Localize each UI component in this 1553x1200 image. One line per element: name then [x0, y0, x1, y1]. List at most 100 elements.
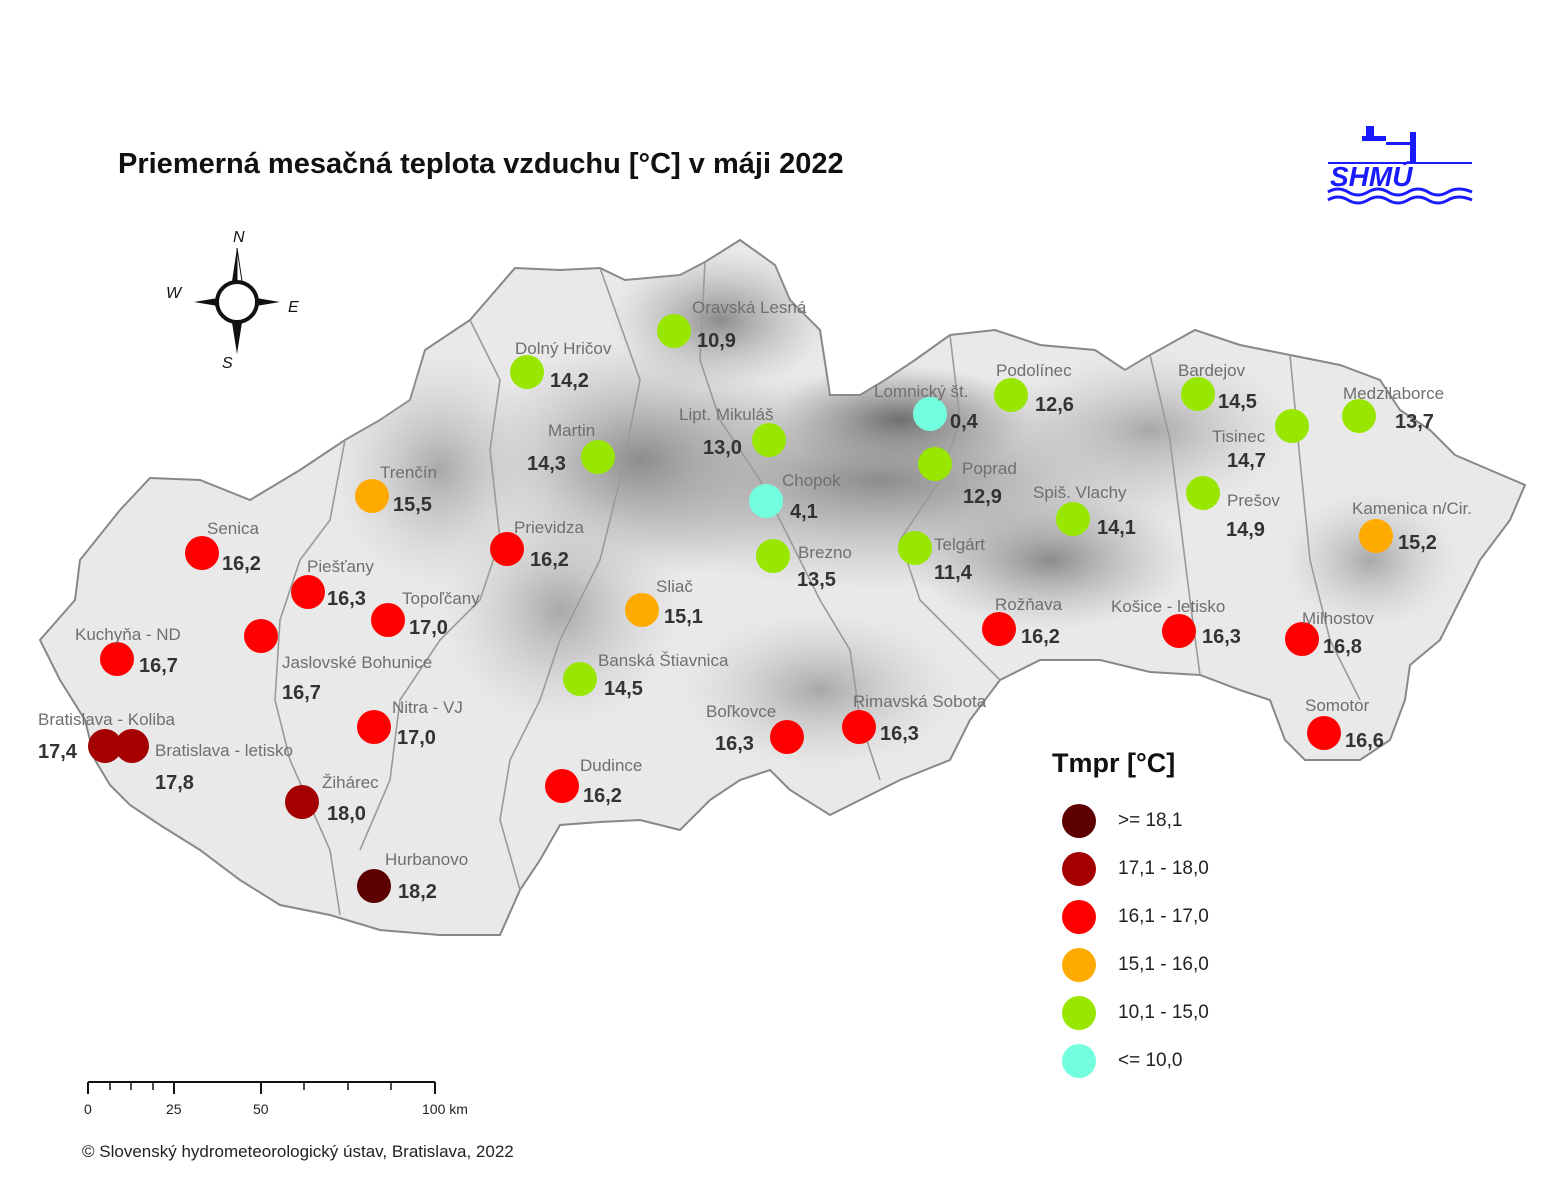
legend-label: >= 18,1 [1118, 810, 1183, 831]
station-marker [982, 612, 1016, 646]
station-28: Bratislava - Koliba 17,4 [38, 710, 176, 763]
legend-row: 15,1 - 16,0 [1052, 941, 1209, 989]
stations-layer: Oravská Lesná 10,9 Dolný Hričov 14,2 Martin 1… [38, 298, 1472, 903]
station-marker [1056, 502, 1090, 536]
station-value: 14,5 [604, 678, 643, 700]
station-marker [1342, 399, 1376, 433]
station-value: 17,0 [397, 727, 436, 749]
station-value: 12,6 [1035, 394, 1074, 416]
station-name: Podolínec [996, 361, 1072, 380]
station-22: Rožňava 16,2 [982, 595, 1063, 648]
legend-row: 10,1 - 15,0 [1052, 989, 1209, 1037]
station-34: Žihárec 18,0 [285, 773, 379, 825]
station-name: Trenčín [380, 463, 437, 482]
station-marker [285, 785, 319, 819]
station-name: Bardejov [1178, 361, 1246, 380]
station-23: Košice - letisko 16,3 [1111, 597, 1241, 648]
station-value: 15,1 [664, 606, 703, 628]
station-value: 17,8 [155, 772, 194, 794]
station-4: Lomnický št. 0,4 [874, 382, 979, 433]
station-name: Dudince [580, 756, 642, 775]
station-marker [357, 710, 391, 744]
compass-s: S [222, 355, 233, 372]
station-name: Brezno [798, 543, 852, 562]
station-17: Brezno 13,5 [756, 539, 852, 591]
station-18: Telgárt 11,4 [898, 531, 985, 584]
station-name: Senica [207, 519, 260, 538]
station-21: Sliač 15,1 [625, 577, 703, 628]
station-name: Martin [548, 421, 595, 440]
compass-n: N [233, 229, 245, 246]
scale-label-0: 0 [84, 1101, 92, 1117]
station-value: 14,1 [1097, 517, 1136, 539]
station-name: Lipt. Mikuláš [679, 405, 773, 424]
scale-label-50: 50 [253, 1101, 269, 1117]
station-value: 15,2 [1398, 532, 1437, 554]
station-26: Jaslovské Bohunice 16,7 [244, 619, 432, 704]
station-name: Milhostov [1302, 609, 1374, 628]
station-20: Topoľčany 17,0 [371, 589, 480, 639]
legend-swatch [1062, 852, 1096, 886]
station-marker [756, 539, 790, 573]
station-marker [563, 662, 597, 696]
station-value: 16,8 [1323, 636, 1362, 658]
station-name: Prešov [1227, 491, 1280, 510]
station-marker [918, 447, 952, 481]
station-marker [657, 314, 691, 348]
station-marker [625, 593, 659, 627]
station-9: Chopok 4,1 [749, 471, 841, 523]
compass-e: E [288, 299, 299, 316]
station-marker [1359, 519, 1393, 553]
station-marker [1162, 614, 1196, 648]
shmu-logo: SHMÚ [1327, 126, 1473, 205]
station-marker [1275, 409, 1309, 443]
station-value: 10,9 [697, 330, 736, 352]
station-33: Somotor 16,6 [1305, 696, 1384, 752]
station-11: Spiš. Vlachy 14,1 [1033, 483, 1136, 539]
station-name: Lomnický št. [874, 382, 968, 401]
station-name: Bratislava - letisko [155, 741, 293, 760]
station-name: Hurbanovo [385, 850, 468, 869]
station-30: Nitra - VJ 17,0 [357, 698, 463, 749]
station-value: 13,7 [1395, 411, 1434, 433]
station-marker [357, 869, 391, 903]
station-marker [994, 378, 1028, 412]
legend-swatch [1062, 948, 1096, 982]
station-value: 13,5 [797, 569, 836, 591]
station-marker [581, 440, 615, 474]
station-5: Podolínec 12,6 [994, 361, 1074, 416]
station-16: Prievidza 16,2 [490, 518, 584, 571]
legend-label: 10,1 - 15,0 [1118, 1002, 1209, 1023]
legend: Tmpr [°C] >= 18,1 17,1 - 18,0 16,1 - 17,0 1… [1052, 748, 1209, 1085]
station-marker [1307, 716, 1341, 750]
station-name: Dolný Hričov [515, 339, 612, 358]
station-2: Martin 14,3 [527, 421, 615, 475]
station-10: Poprad 12,9 [918, 447, 1017, 508]
station-value: 16,2 [530, 549, 569, 571]
station-value: 18,2 [398, 881, 437, 903]
station-marker [898, 531, 932, 565]
legend-label: 16,1 - 17,0 [1118, 906, 1209, 927]
station-value: 17,4 [38, 741, 78, 763]
station-name: Rimavská Sobota [853, 692, 987, 711]
station-marker [770, 720, 804, 754]
station-marker [185, 536, 219, 570]
station-name: Spiš. Vlachy [1033, 483, 1127, 502]
station-name: Piešťany [307, 557, 374, 576]
station-36: Hurbanovo 18,2 [357, 850, 468, 903]
station-8: Tisinec 14,7 [1212, 409, 1309, 472]
copyright: © Slovenský hydrometeorologický ústav, B… [82, 1142, 514, 1161]
station-name: Nitra - VJ [392, 698, 463, 717]
station-value: 13,0 [703, 437, 742, 459]
station-value: 16,2 [222, 553, 261, 575]
legend-label: 15,1 - 16,0 [1118, 954, 1209, 975]
station-marker [115, 729, 149, 763]
station-name: Oravská Lesná [692, 298, 807, 317]
station-name: Rožňava [995, 595, 1063, 614]
station-marker [510, 355, 544, 389]
station-27: Banská Štiavnica 14,5 [563, 651, 729, 700]
station-marker [545, 769, 579, 803]
station-13: Kamenica n/Cir. 15,2 [1352, 499, 1472, 554]
legend-row: <= 10,0 [1052, 1037, 1209, 1085]
station-value: 16,2 [583, 785, 622, 807]
